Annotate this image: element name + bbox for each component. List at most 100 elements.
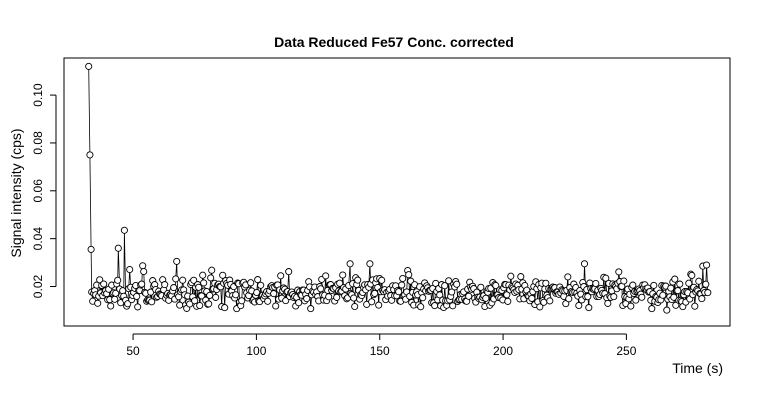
data-point xyxy=(695,277,703,285)
data-point xyxy=(368,298,376,306)
data-point xyxy=(688,271,696,279)
data-point xyxy=(126,265,134,274)
data-point xyxy=(86,151,94,159)
data-point xyxy=(277,272,285,280)
data-point xyxy=(272,302,280,310)
x-tick-label: 200 xyxy=(493,344,513,358)
data-point xyxy=(107,302,115,310)
data-point xyxy=(351,302,359,311)
x-tick-label: 50 xyxy=(126,344,140,358)
data-point xyxy=(691,302,699,310)
data-point xyxy=(528,294,536,302)
data-point xyxy=(419,294,427,302)
data-point xyxy=(399,274,407,283)
data-point xyxy=(659,291,667,299)
data-point xyxy=(247,279,255,287)
x-tick-label: 150 xyxy=(370,344,390,358)
data-point xyxy=(504,297,512,305)
data-point xyxy=(542,279,550,287)
data-point xyxy=(232,291,240,299)
data-point xyxy=(148,298,156,306)
data-point xyxy=(395,288,403,296)
data-point xyxy=(648,305,656,313)
data-point xyxy=(206,291,214,299)
data-point xyxy=(195,283,203,291)
data-point xyxy=(221,304,229,312)
data-point xyxy=(199,271,207,279)
data-point xyxy=(584,293,592,301)
data-point xyxy=(620,277,628,285)
x-tick-label: 250 xyxy=(616,344,636,358)
data-point xyxy=(465,292,473,300)
data-point xyxy=(354,276,362,284)
data-point xyxy=(503,291,511,299)
data-point xyxy=(303,295,311,303)
data-point xyxy=(114,276,122,284)
data-point xyxy=(219,271,227,279)
data-point xyxy=(176,301,184,309)
data-point xyxy=(448,288,456,296)
chart-title: Data Reduced Fe57 Conc. corrected xyxy=(274,34,514,50)
data-point xyxy=(671,275,679,283)
data-point xyxy=(371,289,379,297)
data-point xyxy=(441,282,449,290)
data-point xyxy=(212,293,220,301)
y-tick-label: 0.04 xyxy=(31,227,45,251)
data-point xyxy=(111,295,119,303)
data-point xyxy=(120,226,128,234)
plot-border xyxy=(63,57,731,327)
data-point xyxy=(85,62,93,70)
data-point xyxy=(190,276,198,284)
data-point xyxy=(257,281,265,289)
data-point xyxy=(638,293,646,301)
data-point xyxy=(161,281,169,289)
data-point xyxy=(629,281,637,289)
data-point xyxy=(650,281,658,289)
data-point xyxy=(172,275,180,283)
data-point xyxy=(295,299,303,307)
data-point xyxy=(307,305,315,313)
data-point xyxy=(139,262,147,270)
data-point xyxy=(702,280,710,288)
data-point xyxy=(477,283,485,291)
data-point xyxy=(453,280,461,288)
data-point xyxy=(604,299,612,307)
series-points xyxy=(85,62,712,314)
data-point xyxy=(536,303,544,311)
data-point xyxy=(366,260,374,268)
y-tick-label: 0.06 xyxy=(31,179,45,203)
data-point xyxy=(170,284,178,292)
data-point xyxy=(333,293,341,301)
data-point xyxy=(100,280,108,288)
data-point xyxy=(87,245,95,253)
data-point xyxy=(632,296,640,304)
data-point xyxy=(449,302,457,310)
data-point xyxy=(264,297,272,305)
data-point xyxy=(114,244,122,252)
data-point xyxy=(196,301,204,310)
data-point xyxy=(602,274,610,282)
data-point xyxy=(253,288,261,297)
data-point xyxy=(703,261,711,269)
y-tick-label: 0.10 xyxy=(31,83,45,107)
data-point xyxy=(585,304,593,312)
y-tick-label: 0.08 xyxy=(31,131,45,155)
data-point xyxy=(207,274,215,282)
data-point xyxy=(674,287,682,295)
data-point xyxy=(138,280,146,288)
data-point xyxy=(492,281,500,290)
data-point xyxy=(610,293,618,301)
data-point xyxy=(685,279,693,287)
data-point xyxy=(173,257,181,265)
data-point xyxy=(704,289,712,297)
data-point xyxy=(564,273,572,281)
data-point xyxy=(140,267,148,276)
y-axis: 0.02 0.04 0.06 0.08 0.10 xyxy=(31,83,57,298)
data-point xyxy=(445,277,453,285)
x-tick-label: 100 xyxy=(246,344,266,358)
y-axis-label: Signal intensity (cps) xyxy=(8,128,24,257)
plot-frame xyxy=(63,57,731,327)
data-point xyxy=(94,299,102,307)
data-point xyxy=(592,279,600,288)
